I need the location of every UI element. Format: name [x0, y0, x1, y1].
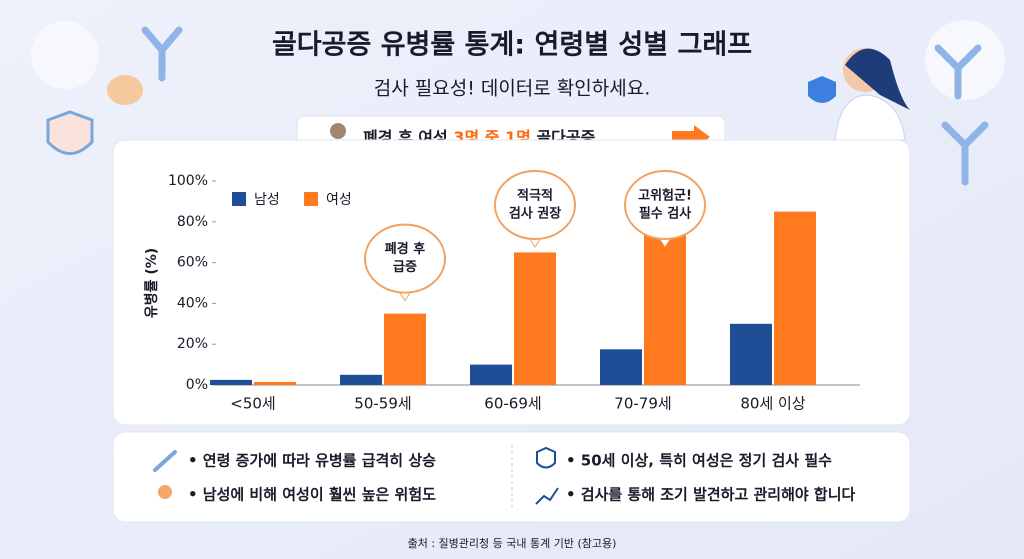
bar: [340, 374, 382, 385]
note: • 50세 이상, 특히 여성은 정기 검사 필수: [566, 452, 832, 470]
subtitle: 검사 필요성! 데이터로 확인하세요.: [374, 78, 651, 100]
chart-panel: [112, 139, 911, 426]
x-tick-label: 60-69세: [484, 395, 541, 413]
shield-icon: [808, 76, 836, 103]
doctor-coat: [834, 94, 906, 141]
y-tick-label: 80%: [177, 214, 208, 230]
note: • 남성에 비해 여성이 훨씬 높은 위험도: [188, 486, 436, 504]
y-tick-label: 60%: [177, 255, 208, 271]
antibody-icon: [934, 44, 982, 100]
y-tick-label: 0%: [186, 377, 208, 393]
bar: [514, 252, 556, 385]
antibody-icon: [941, 121, 989, 186]
plot: 0% 20% 40% 60% 80% 100% <50세 50-59세 60-69세 70-79세…: [168, 170, 860, 413]
y-tick-label: 40%: [177, 295, 208, 311]
source: 출처 : 질병관리청 등 국내 통계 기반 (참고용): [408, 537, 617, 550]
callout-text: 고위험군!: [638, 188, 692, 204]
shield-icon: [46, 110, 94, 155]
antibody-icon: [141, 26, 183, 82]
bone-icon: [107, 75, 143, 105]
callout-bubble: [624, 170, 706, 240]
legend-swatch: [304, 192, 318, 206]
woman-icon: [330, 123, 346, 139]
person-icon: [158, 485, 172, 499]
callout-text: 필수 검사: [639, 206, 691, 222]
bar: [600, 349, 642, 385]
legend-swatch: [232, 192, 246, 206]
callout-text: 급증: [393, 260, 417, 275]
note: • 연령 증가에 따라 유병률 급격히 상승: [188, 452, 436, 470]
x-tick-label: <50세: [230, 395, 275, 413]
deco: [31, 21, 99, 89]
bar: [470, 364, 512, 385]
bar: [644, 221, 686, 385]
callout-text: 검사 권장: [509, 206, 561, 222]
title: 골다공증 유병률 통계: 연령별 성별 그래프: [272, 30, 752, 61]
callout: 고위험군! 필수 검사: [624, 170, 706, 248]
bar: [774, 211, 816, 385]
shield-icon: [536, 446, 556, 469]
bar: [730, 323, 772, 385]
callout-bubble: [364, 223, 446, 294]
x-tick-label: 80세 이상: [740, 395, 805, 413]
x-tick-label: 70-79세: [614, 395, 671, 413]
callout-text: 적극적: [517, 188, 553, 204]
bone-icon: [153, 450, 177, 472]
bar: [210, 379, 252, 385]
callout-text: 폐경 후: [385, 241, 425, 257]
x-tick-label: 50-59세: [354, 395, 411, 413]
legend-label: 여성: [326, 192, 352, 208]
chart-icon: [535, 487, 559, 505]
doctor-hair: [845, 48, 910, 110]
legend-label: 남성: [254, 192, 280, 208]
callout-bubble: [494, 170, 576, 240]
y-tick-label: 20%: [177, 336, 208, 352]
callout: 폐경 후급증: [364, 223, 446, 302]
y-tick-label: 100%: [168, 173, 208, 189]
note: • 검사를 통해 조기 발견하고 관리해야 합니다: [566, 486, 856, 504]
bar: [254, 381, 296, 385]
y-axis-label: 유병률 (%): [143, 248, 160, 318]
bar: [384, 313, 426, 385]
